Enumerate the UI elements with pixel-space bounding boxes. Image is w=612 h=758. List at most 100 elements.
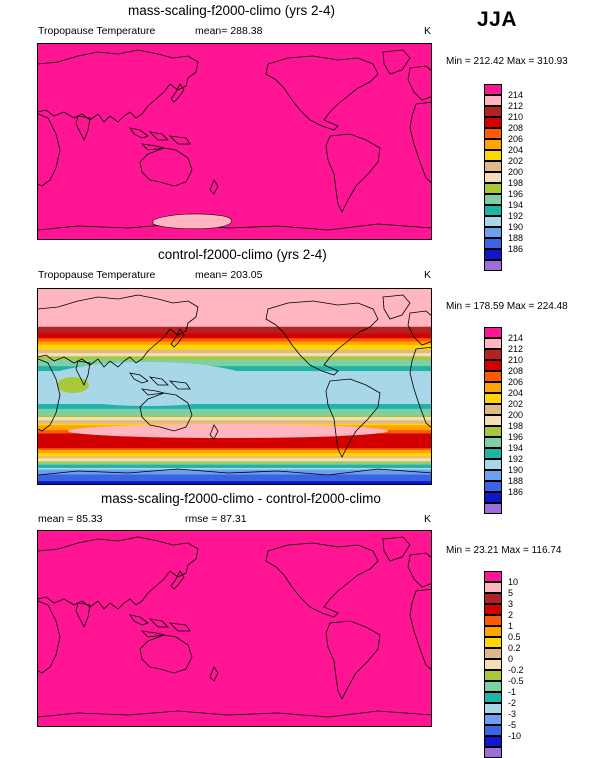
panel2-band <box>38 320 431 323</box>
colorbar-swatch <box>484 637 502 648</box>
colorbar-swatch <box>484 106 502 117</box>
panel2-band <box>38 321 431 325</box>
panel2-warm-patch <box>57 377 89 393</box>
panel2-band <box>38 326 431 329</box>
panel2-band <box>38 328 431 331</box>
panel2-band <box>38 353 431 356</box>
colorbar-swatch <box>484 571 502 582</box>
colorbar-swatch <box>484 426 502 437</box>
panel2-band <box>38 440 431 443</box>
colorbar-swatch <box>484 582 502 593</box>
panel2-map <box>37 288 432 485</box>
colorbar-label: 214 <box>508 333 524 343</box>
season-label: JJA <box>477 8 518 31</box>
panel2-band <box>38 484 432 485</box>
panel2-variable: Tropopause Temperature <box>38 269 156 281</box>
panel1-map-svg <box>38 49 431 231</box>
colorbar-label: 204 <box>508 388 524 398</box>
panel2-band <box>38 349 431 352</box>
panel1-mean: mean= 288.38 <box>195 25 263 37</box>
panel2-band <box>38 367 431 371</box>
colorbar-label: -1 <box>508 687 517 697</box>
panel2-band <box>38 308 431 311</box>
panel2-band <box>38 474 431 477</box>
colorbar-swatch <box>484 437 502 448</box>
colorbar-swatch <box>484 648 502 659</box>
colorbar-label: -5 <box>508 720 517 730</box>
colorbar-label: 186 <box>508 487 524 497</box>
colorbar-swatch <box>484 393 502 404</box>
panel2-band <box>38 412 431 415</box>
colorbar-swatch <box>484 681 502 692</box>
panel2-band <box>38 310 431 313</box>
colorbar-label: 208 <box>508 366 524 376</box>
colorbar-swatch <box>484 338 502 349</box>
colorbar-label: 190 <box>508 222 524 232</box>
panel2-band <box>38 341 431 344</box>
panel2-band <box>38 307 431 310</box>
panel2-band <box>38 318 431 321</box>
colorbar-swatch <box>484 604 502 615</box>
panel1-antarctic-patch <box>152 213 233 230</box>
colorbar-swatch <box>484 459 502 470</box>
panel2-band <box>38 459 431 462</box>
colorbar-label: 206 <box>508 134 524 144</box>
colorbar-swatch <box>484 238 502 249</box>
panel2-band <box>38 461 431 464</box>
panel2-band <box>38 339 431 343</box>
colorbar-swatch <box>484 670 502 681</box>
colorbar-swatch <box>484 161 502 172</box>
colorbar-swatch <box>484 481 502 492</box>
panel2-band <box>38 344 431 348</box>
colorbar-label: 186 <box>508 244 524 254</box>
colorbar-swatch <box>484 659 502 670</box>
colorbar-label: 198 <box>508 421 524 431</box>
colorbar-label: 1 <box>508 621 514 631</box>
panel2-mean: mean= 203.05 <box>195 269 263 281</box>
panel2-band <box>38 366 431 369</box>
panel1-title: mass-scaling-f2000-climo (yrs 2-4) <box>128 3 336 18</box>
colorbar-swatch <box>484 216 502 227</box>
panel2-band <box>38 453 431 456</box>
colorbar-label: 204 <box>508 145 524 155</box>
colorbar-label: 202 <box>508 399 524 409</box>
panel2-band <box>38 464 431 467</box>
panel2-band <box>38 362 431 366</box>
colorbar-label: 212 <box>508 344 524 354</box>
panel2-band <box>38 330 431 333</box>
panel2-band <box>38 466 431 469</box>
colorbar-swatch <box>484 470 502 481</box>
colorbar-label: 3 <box>508 599 514 609</box>
colorbar-label: 208 <box>508 123 524 133</box>
panel2-band <box>38 472 431 476</box>
panel2-band <box>38 361 431 364</box>
panel2-band <box>38 402 431 405</box>
colorbar-swatch <box>484 492 502 503</box>
panel2-band <box>38 479 431 482</box>
panel2-band <box>38 443 431 446</box>
panel2-band <box>38 293 431 297</box>
panel2-band <box>38 415 431 418</box>
panel2-band <box>38 298 431 302</box>
panel2-band <box>38 451 431 454</box>
panel2-band <box>38 297 431 300</box>
colorbar-label: 5 <box>508 588 514 598</box>
panel2-band <box>38 289 431 292</box>
panel2-band <box>38 448 431 451</box>
panel2-band <box>38 449 431 453</box>
colorbar-label: 188 <box>508 233 524 243</box>
colorbar-swatch <box>484 150 502 161</box>
panel2-band <box>38 348 431 351</box>
colorbar-swatch <box>484 703 502 714</box>
colorbar-label: 2 <box>508 610 514 620</box>
panel2-band <box>38 331 431 334</box>
panel2-tropical-min-region <box>38 362 258 406</box>
colorbar-swatch <box>484 327 502 338</box>
panel2-band <box>38 325 431 328</box>
panel3-rmse: rmse = 87.31 <box>185 513 247 525</box>
panel2-map-svg <box>38 289 432 485</box>
panel2-band <box>38 469 431 472</box>
panel2-band <box>38 467 431 471</box>
colorbar-swatch <box>484 503 502 514</box>
panel2-band <box>38 441 431 444</box>
